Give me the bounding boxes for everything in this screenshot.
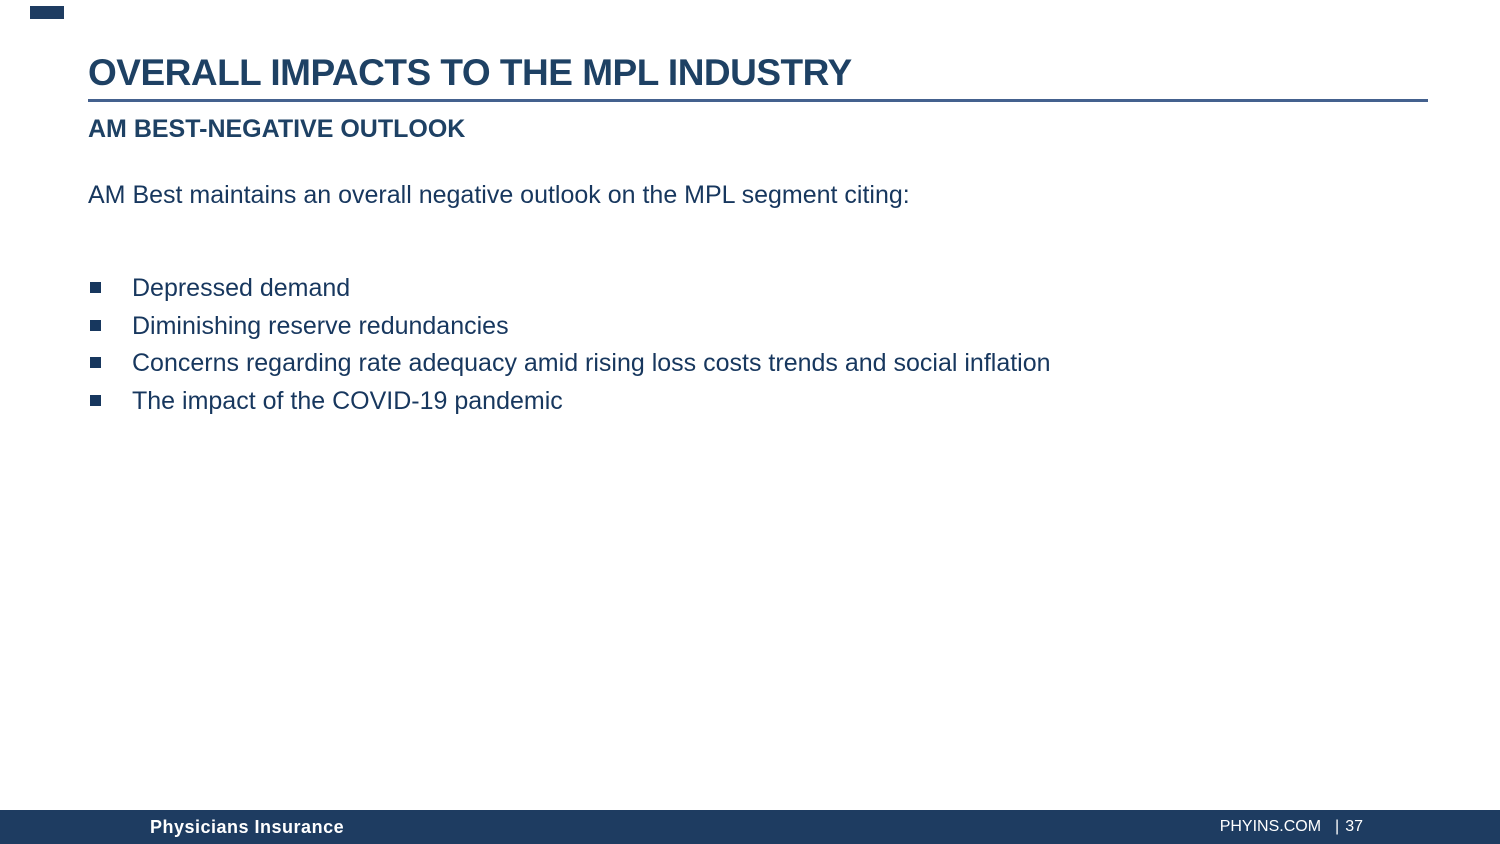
list-item: Concerns regarding rate adequacy amid ri…: [88, 349, 1051, 387]
slide-accent-mark: [30, 6, 64, 19]
bullet-list: Depressed demand Diminishing reserve red…: [88, 274, 1051, 424]
footer-separator: |: [1335, 818, 1340, 835]
slide-title: OVERALL IMPACTS TO THE MPL INDUSTRY: [88, 52, 852, 93]
square-bullet-icon: [90, 357, 101, 368]
list-item: The impact of the COVID-19 pandemic: [88, 387, 1051, 425]
list-item: Diminishing reserve redundancies: [88, 312, 1051, 350]
bullet-text: Concerns regarding rate adequacy amid ri…: [132, 349, 1051, 377]
title-underline-rule: [88, 99, 1428, 102]
list-item: Depressed demand: [88, 274, 1051, 312]
bullet-text: Depressed demand: [132, 274, 351, 302]
footer-bar: Physicians Insurance PHYINS.COM | 37: [0, 810, 1500, 844]
square-bullet-icon: [90, 282, 101, 293]
bullet-text: The impact of the COVID-19 pandemic: [132, 386, 563, 415]
brand-wordmark: Physicians Insurance: [150, 816, 345, 837]
slide-subtitle: AM BEST-NEGATIVE OUTLOOK: [88, 115, 466, 143]
square-bullet-icon: [90, 394, 101, 406]
page-number: 37: [1345, 818, 1363, 835]
footer-right-group: PHYINS.COM | 37: [1220, 818, 1363, 836]
square-bullet-icon: [90, 319, 101, 331]
bullet-text: Diminishing reserve redundancies: [132, 311, 509, 340]
footer-website: PHYINS.COM: [1219, 818, 1322, 835]
intro-paragraph: AM Best maintains an overall negative ou…: [88, 181, 910, 209]
